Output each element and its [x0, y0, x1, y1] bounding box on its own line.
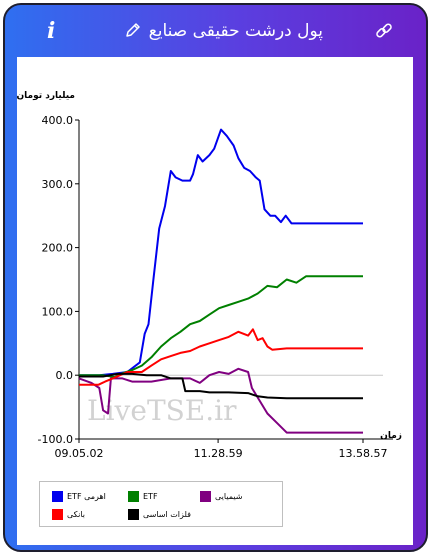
x-tick-label: 09.05.02: [55, 447, 104, 460]
legend-item-chemical[interactable]: شیمیایی: [200, 490, 243, 502]
x-tick-label: 13.58.57: [339, 447, 388, 460]
legend-label: فلزات اساسی: [143, 509, 191, 519]
series-group: [78, 128, 363, 434]
legend-swatch: [200, 490, 211, 502]
legend-item-basic-metals[interactable]: فلزات اساسی: [128, 508, 191, 520]
legend-label: ETF: [143, 491, 158, 501]
axes-group: 400.0 300.0 200.0 100.0 0.0 -100.009.05.02 11.…: [38, 114, 393, 460]
legend-swatch: [52, 490, 63, 502]
line-chart: LiveTSE.ir میلیارد تومان زمان 400.0 300.0…: [17, 91, 402, 460]
watermark: LiveTSE.ir: [87, 394, 237, 427]
chart-legend: ETF اهرمی ETF شیمیایی بانکی فلزات اساسی: [39, 481, 283, 527]
y-tick-label: 0.0: [56, 369, 74, 382]
series-line-bank: [79, 328, 363, 386]
widget-card: i پول درشت حقیقی صنایع LiveTSE.ir میلیار…: [3, 3, 428, 552]
y-tick-label: -100.0: [38, 433, 73, 446]
y-tick-label: 200.0: [42, 242, 74, 255]
legend-item-etf-leveraged[interactable]: ETF اهرمی: [52, 490, 106, 502]
legend-label: بانکی: [67, 509, 85, 519]
legend-label: شیمیایی: [215, 491, 243, 501]
series-line-etf: [79, 275, 363, 379]
y-axis-label: میلیارد تومان: [17, 91, 75, 101]
y-tick-label: 400.0: [42, 114, 74, 127]
info-icon[interactable]: i: [47, 18, 56, 44]
y-tick-label: 100.0: [42, 305, 74, 318]
legend-swatch: [128, 490, 139, 502]
series-line-etf-leveraged: [79, 128, 363, 377]
chart-panel: LiveTSE.ir میلیارد تومان زمان 400.0 300.0…: [17, 57, 413, 545]
widget-title: پول درشت حقیقی صنایع: [148, 21, 323, 41]
series-line-chemical: [78, 367, 363, 434]
legend-item-bank[interactable]: بانکی: [52, 508, 85, 520]
pencil-icon[interactable]: [125, 22, 141, 38]
x-tick-label: 11.28.59: [194, 447, 243, 460]
legend-item-etf[interactable]: ETF: [128, 490, 158, 502]
widget-header: i پول درشت حقیقی صنایع: [5, 5, 426, 57]
legend-swatch: [52, 508, 63, 520]
link-icon[interactable]: [375, 22, 393, 40]
title-wrap: پول درشت حقیقی صنایع: [123, 19, 323, 43]
legend-swatch: [128, 508, 139, 520]
y-tick-label: 300.0: [42, 178, 74, 191]
x-axis-label: زمان: [380, 431, 402, 441]
series-line-basic-metals: [79, 372, 363, 400]
legend-label: ETF اهرمی: [67, 491, 106, 501]
